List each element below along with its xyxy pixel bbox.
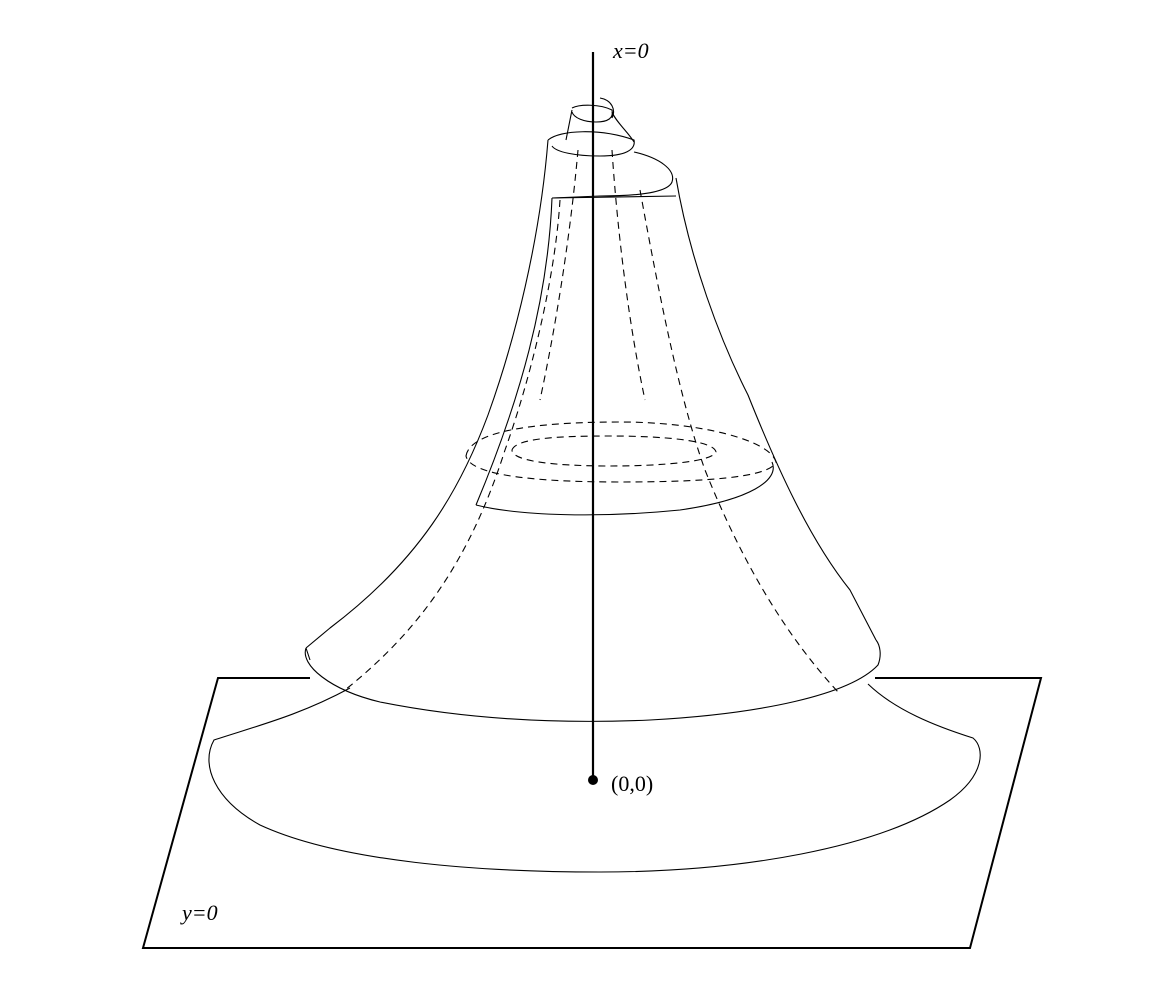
inner-front-rim	[475, 461, 774, 516]
spiral-loop-outer	[547, 131, 635, 157]
waist-inner-ellipse	[511, 435, 717, 467]
inner-hidden-right	[611, 149, 646, 401]
middle-sheet	[304, 139, 881, 722]
inner-hidden-left	[539, 149, 579, 401]
plane-y0	[141, 677, 1043, 949]
spiral-tip-right	[611, 111, 635, 143]
spiral-loop-wide	[551, 151, 674, 199]
middle-right-silhouette	[675, 177, 877, 641]
base-sheet	[208, 683, 981, 873]
origin-label: (0,0)	[611, 771, 653, 796]
base-sheet-outline	[208, 683, 981, 873]
middle-front-rim	[304, 639, 881, 722]
inner-sheet	[465, 149, 777, 516]
spiral-tip	[571, 97, 615, 123]
middle-hidden-right	[639, 189, 839, 693]
middle-hidden-left	[344, 199, 561, 691]
inner-left-edge	[475, 197, 553, 506]
waist-outer-ellipse	[465, 421, 777, 483]
x0-axis-label: x=0	[612, 38, 649, 63]
plane-y0-label: y=0	[180, 900, 218, 925]
spiral-tip-left	[565, 109, 573, 141]
origin-point	[588, 775, 598, 785]
plane-top-left-edge	[141, 677, 1043, 949]
middle-left-silhouette	[305, 139, 549, 649]
middle-rim-left-notch	[305, 647, 311, 661]
spiral-top	[547, 97, 674, 199]
